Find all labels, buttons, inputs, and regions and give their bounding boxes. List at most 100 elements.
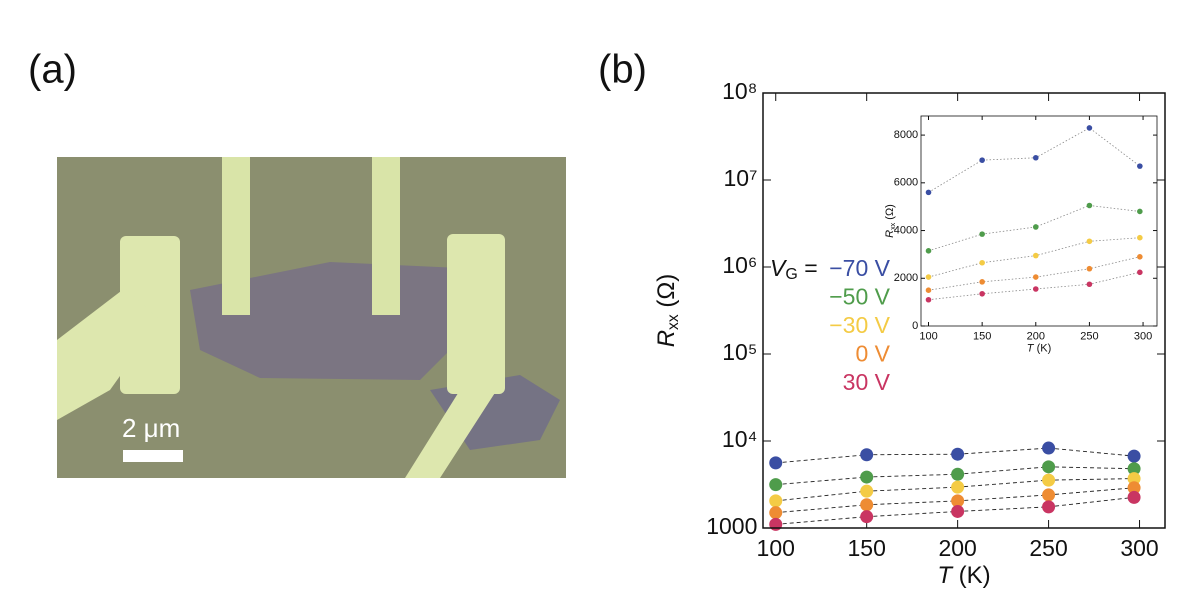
data-point	[1086, 281, 1093, 288]
data-point	[1042, 488, 1056, 502]
inset-background	[921, 116, 1157, 326]
y-tick-label: 0	[912, 320, 918, 332]
y-label-subscript: xx	[889, 222, 897, 230]
data-point	[860, 470, 874, 484]
data-point	[925, 274, 932, 280]
data-point	[951, 467, 965, 481]
data-point	[925, 248, 932, 254]
data-point	[925, 189, 932, 196]
data-point	[1042, 473, 1056, 487]
legend-entry: −30 V	[829, 312, 890, 338]
data-point	[1032, 252, 1039, 259]
x-tick-label: 200	[938, 535, 976, 561]
legend-entry: 0 V	[855, 341, 890, 367]
y-tick-label: 10⁴	[722, 426, 757, 452]
x-label-symbol: T	[1027, 342, 1035, 354]
data-point	[1032, 154, 1039, 161]
data-point	[1042, 500, 1056, 514]
panel-label: (b)	[598, 48, 647, 92]
data-point	[1032, 224, 1039, 230]
data-point	[1032, 286, 1039, 292]
data-point	[925, 296, 932, 303]
y-label-unit: (Ω)	[884, 204, 896, 220]
x-axis-label: T (K)	[937, 563, 990, 590]
data-point	[979, 259, 985, 266]
data-point	[1032, 274, 1039, 280]
y-axis-label: Rxx (Ω)	[884, 204, 897, 238]
y-tick-label: 4000	[894, 224, 918, 236]
data-point	[1042, 441, 1056, 455]
x-label-unit: (K)	[1037, 342, 1052, 354]
y-tick-label: 8000	[894, 129, 918, 141]
data-point	[860, 498, 874, 512]
data-point	[1127, 449, 1141, 463]
plot-frame	[762, 92, 1166, 529]
x-tick-label: 150	[973, 330, 991, 342]
legend-entry: −70 V	[829, 255, 890, 281]
legend-title-symbol: V	[770, 255, 788, 281]
data-point	[1137, 269, 1143, 276]
y-tick-label: 10⁷	[723, 165, 757, 191]
y-tick-label: 1000	[706, 513, 757, 539]
x-tick-label: 250	[1029, 535, 1067, 561]
legend-entry: 30 V	[843, 369, 891, 395]
data-point	[979, 279, 985, 285]
panel-label: (a)	[28, 48, 77, 92]
data-point	[1137, 253, 1143, 260]
x-tick-label: 250	[1080, 330, 1098, 342]
legend-title-suffix: =	[804, 255, 817, 281]
data-point	[769, 506, 783, 520]
x-tick-label: 300	[1134, 330, 1152, 342]
data-point	[769, 478, 783, 492]
x-tick-label: 300	[1120, 535, 1158, 561]
y-label-unit: (Ω)	[653, 274, 680, 308]
y-tick-label: 10⁵	[722, 339, 757, 365]
data-point	[1127, 462, 1141, 476]
y-label-subscript: xx	[665, 314, 682, 330]
x-label-symbol: T	[937, 563, 954, 590]
data-point	[951, 480, 965, 494]
x-tick-label: 100	[757, 535, 795, 561]
data-point	[1127, 472, 1141, 486]
data-point	[1137, 163, 1143, 169]
legend-entry: −50 V	[829, 284, 890, 310]
data-point	[1086, 202, 1093, 209]
data-point	[979, 157, 985, 163]
y-tick-label: 10⁸	[722, 78, 757, 104]
x-label-unit: (K)	[959, 563, 991, 590]
plot-frame	[920, 115, 1158, 327]
data-point	[951, 447, 965, 461]
data-point	[951, 494, 965, 508]
series-line	[928, 256, 1140, 291]
x-axis-label: T (K)	[1027, 342, 1051, 354]
data-point	[860, 484, 874, 498]
data-point	[1127, 490, 1141, 504]
data-point	[1086, 125, 1093, 131]
data-point	[979, 231, 985, 237]
data-point	[1042, 460, 1056, 474]
y-tick-label: 6000	[894, 177, 918, 189]
y-tick-label: 2000	[894, 272, 918, 284]
data-point	[769, 456, 783, 470]
y-tick-label: 10⁶	[722, 252, 757, 278]
x-tick-label: 100	[919, 330, 937, 342]
data-point	[1127, 481, 1141, 495]
data-point	[860, 448, 874, 462]
data-point	[769, 517, 783, 531]
y-axis-label: Rxx (Ω)	[653, 274, 682, 348]
data-point	[951, 504, 965, 518]
y-label-symbol: R	[653, 330, 680, 347]
y-label-symbol: R	[884, 230, 896, 238]
data-point	[860, 510, 874, 524]
data-point	[925, 287, 932, 294]
micrograph	[57, 157, 566, 478]
x-tick-label: 200	[1027, 330, 1045, 342]
scale-bar-label: 2 μm	[122, 413, 180, 443]
data-point	[1137, 234, 1143, 241]
legend-title: VG =	[770, 255, 818, 283]
data-point	[1086, 265, 1093, 272]
series-line	[928, 271, 1140, 301]
scale-bar	[123, 450, 183, 462]
y-label-space	[653, 308, 680, 315]
